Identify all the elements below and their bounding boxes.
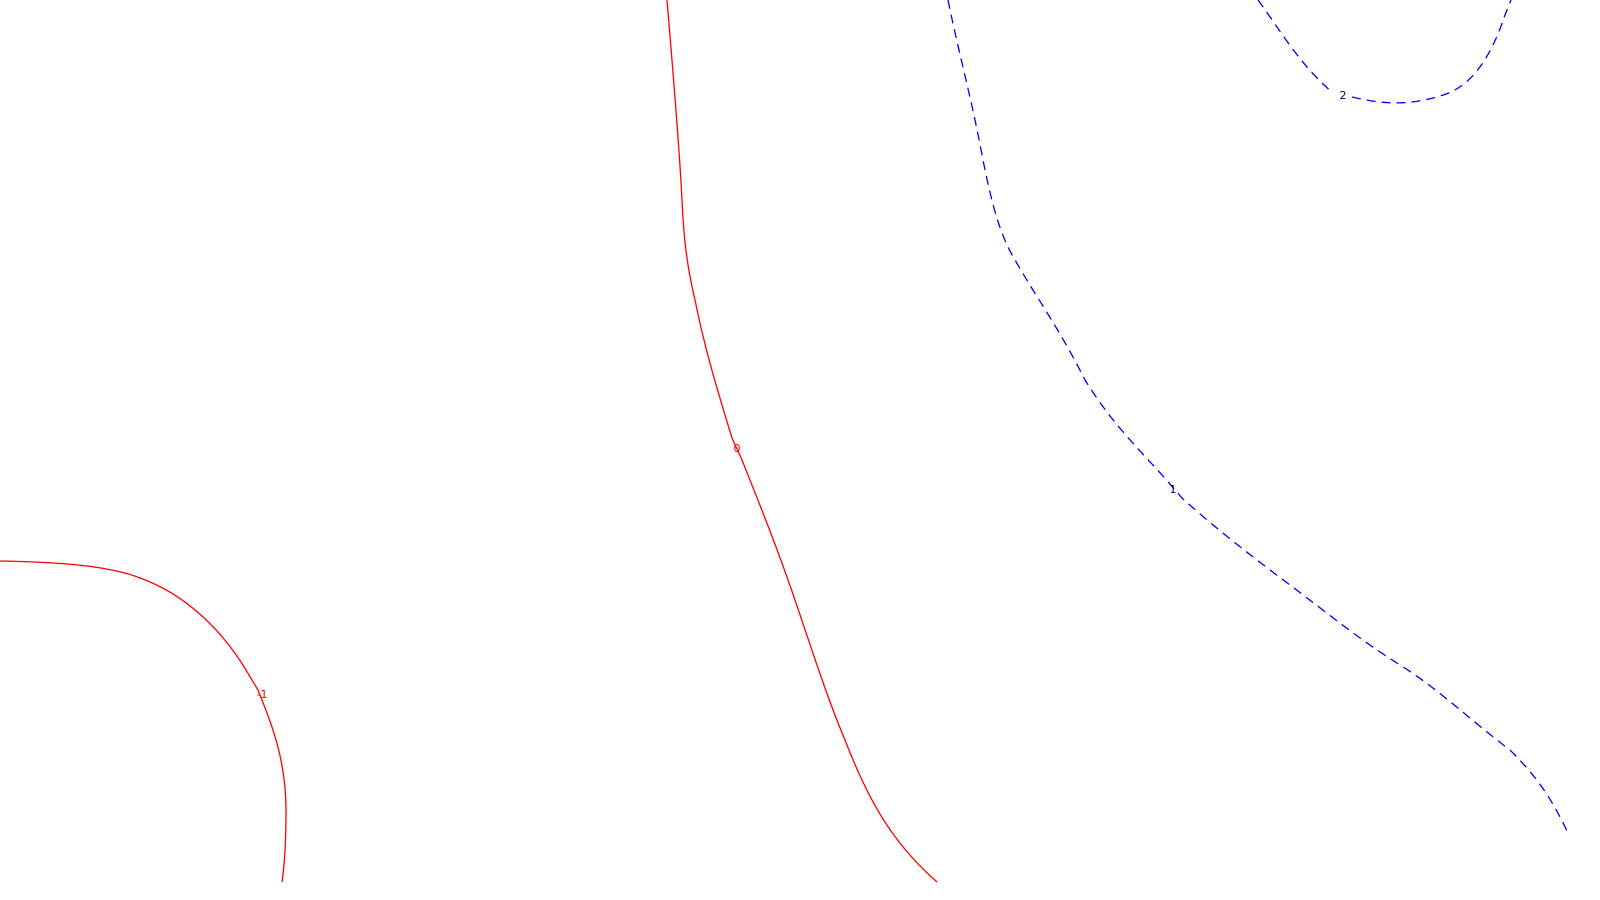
contour-label-level--1: -1 xyxy=(257,688,268,701)
contour-line-level-2 xyxy=(1257,0,1512,104)
contour-line-level--1 xyxy=(0,560,287,883)
contour-line-level-1 xyxy=(947,0,1569,834)
contour-label-level-2: 2 xyxy=(1340,89,1347,102)
contour-line-level-0 xyxy=(666,0,938,883)
contour-label-level-0: 0 xyxy=(734,442,741,455)
contour-label-level-1: 1 xyxy=(1170,483,1177,496)
